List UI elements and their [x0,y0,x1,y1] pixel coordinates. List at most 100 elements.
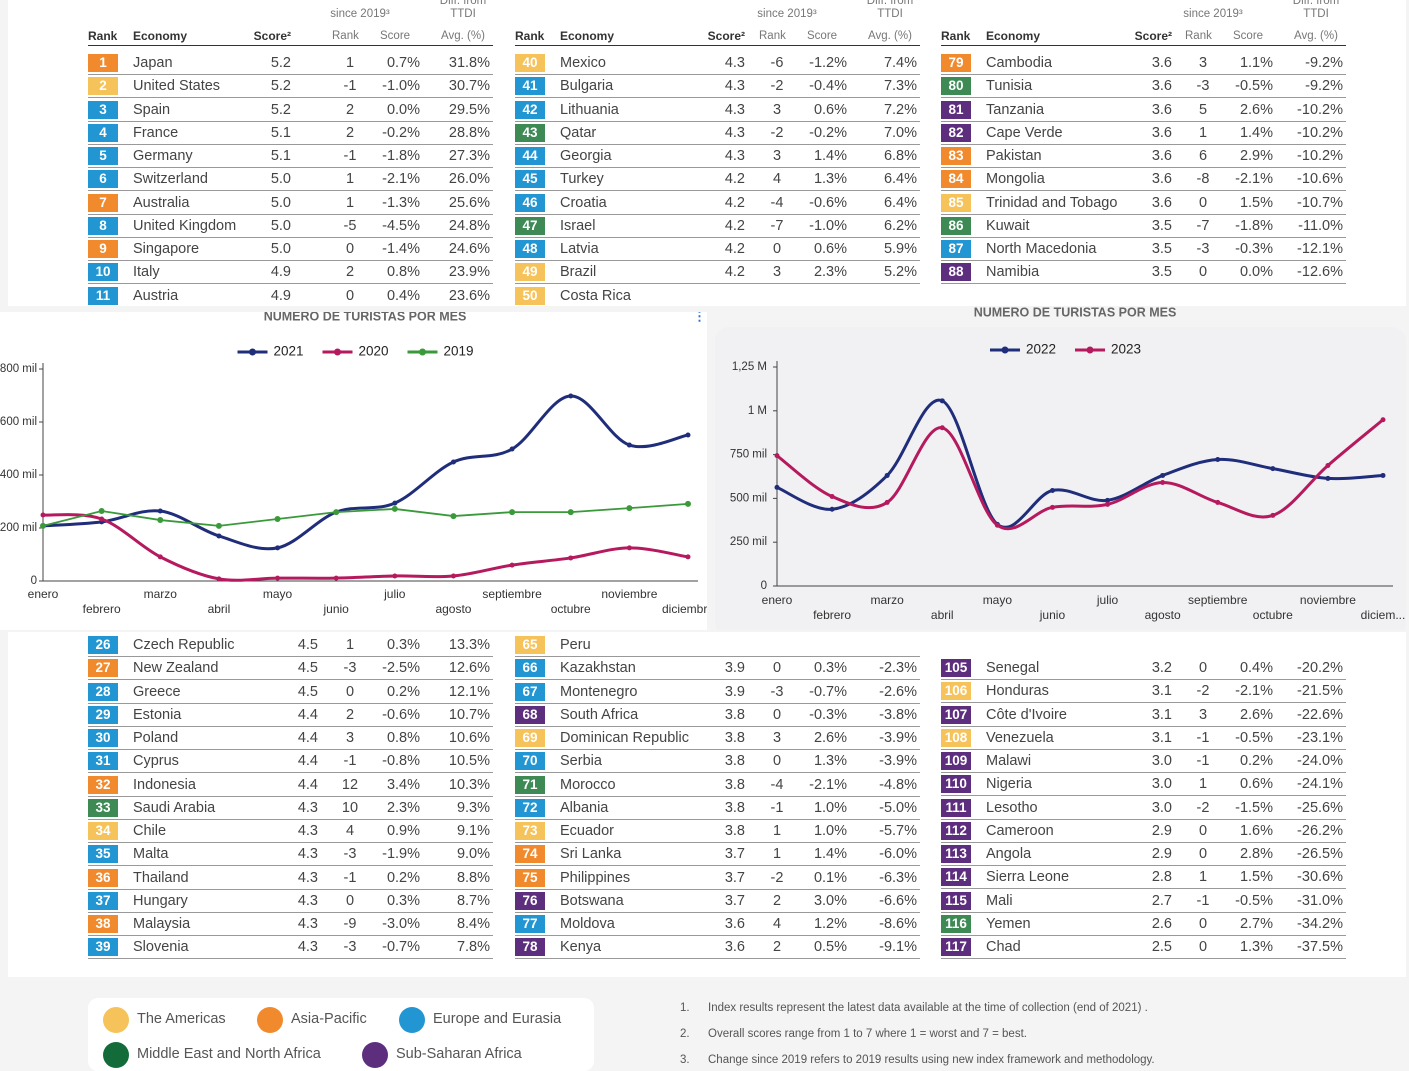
region-legend: The Americas Asia-Pacific Europe and Euras… [88,998,594,1071]
score: 4.4 [297,753,318,770]
data-point [509,509,516,516]
diff-from-avg: -9.1% [879,939,917,956]
diff-from-avg: 6.8% [883,148,917,164]
rank-change: 1 [772,823,782,839]
data-point [1270,512,1276,518]
row-rule [88,935,493,936]
rank-change: -1 [343,78,357,95]
x-tick-label: enero [762,593,793,607]
score: 3.6 [724,939,745,956]
data-point [509,562,515,568]
economy: Turkey [560,171,604,188]
score: 5.1 [270,124,291,141]
col-header: Score [807,30,838,42]
x-tick-label: noviembre [601,587,657,601]
score-change: -1.8% [1235,217,1273,234]
score: 2.6 [1151,915,1172,932]
y-tick-label: 800 mil [0,363,37,375]
row-rule [88,702,493,704]
score: 3.8 [724,776,745,793]
diff-from-avg: 9.0% [456,846,490,863]
score-change: -0.6% [809,194,847,211]
score-change: -0.2% [382,124,420,141]
rank-badge: 44 [515,147,545,165]
score: 3.6 [1151,78,1172,95]
data-point [215,522,222,529]
economy: Philippines [560,869,631,886]
score: 3.8 [724,730,745,746]
y-tick-label: 500 mil [730,492,767,504]
row-rule [941,190,1346,192]
diff-from-avg: -2.6% [879,683,917,700]
x-tick-label: julio [1096,593,1119,607]
score: 3.6 [1151,124,1172,141]
series-line [42,502,689,527]
data-point [1270,466,1276,472]
row-rule [88,120,493,122]
legend-label: Sub-Saharan Africa [396,1046,522,1062]
diff-from-avg: 9.3% [456,799,490,816]
row-rule [941,236,1346,238]
row-rule [941,260,1346,261]
economy: Germany [133,148,193,164]
col-header: since 2019³ [757,8,817,20]
x-tick-label: julio [383,587,406,601]
economy: Saudi Arabia [133,799,216,816]
diff-from-avg: -24.1% [1297,776,1343,793]
score-change: 0.1% [813,869,847,886]
rank-change: -4 [770,776,784,793]
score-change: 1.3% [813,753,847,770]
diff-from-avg: -10.2% [1297,124,1343,141]
rank-change: 4 [772,916,782,932]
score-change: 1.3% [813,171,847,188]
diff-from-avg: -12.1% [1297,241,1343,257]
diff-from-avg: -10.2% [1297,148,1343,164]
data-point [884,499,890,505]
row-rule [941,167,1346,168]
chart-title: NUMERO DE TURISTAS POR MES [974,305,1177,319]
legend-swatch [103,1007,129,1033]
rank-change: -3 [1196,241,1210,257]
score-change: -0.8% [382,753,420,770]
rank-change: 1 [772,846,782,863]
rank-badge: 83 [941,147,971,165]
row-rule [941,818,1346,820]
score-change: 1.3% [1239,939,1273,955]
row-rule [88,795,493,797]
rank-badge: 28 [88,682,118,701]
rank-badge: 1 [88,54,118,72]
economy: Thailand [133,869,189,886]
data-point [40,512,46,518]
legend-swatch [362,1042,388,1068]
score: 4.3 [297,799,318,816]
economy: Latvia [560,241,599,257]
economy: Croatia [560,194,607,211]
rank-badge: 45 [515,170,545,189]
data-point [333,575,339,581]
legend-label: Middle East and North Africa [137,1046,321,1062]
rank-change: 1 [1198,776,1208,793]
data-point [391,505,398,512]
diff-from-avg: -10.7% [1297,194,1343,211]
economy: Yemen [986,915,1031,932]
footnote-number: 3. [680,1054,690,1066]
col-header: Rank [759,30,786,42]
rank-badge: 39 [88,938,118,957]
rank-change: 3 [1198,706,1208,723]
legend-label: 2021 [274,344,304,359]
economy: Qatar [560,124,597,141]
rank-badge: 9 [88,240,118,258]
rank-change: 0 [1198,660,1208,676]
rank-badge: 115 [941,891,971,910]
rank-badge: 72 [515,798,545,817]
header-rule [88,45,493,46]
diff-from-avg: -34.2% [1297,915,1343,932]
diff-from-avg: -8.6% [879,916,917,932]
row-rule [88,888,493,890]
rank-change: -7 [1196,217,1210,234]
legend-dot [334,348,341,356]
data-point [829,493,835,499]
rank-change: -2 [1196,683,1210,700]
score: 3.8 [724,799,745,816]
data-point [1325,475,1331,481]
